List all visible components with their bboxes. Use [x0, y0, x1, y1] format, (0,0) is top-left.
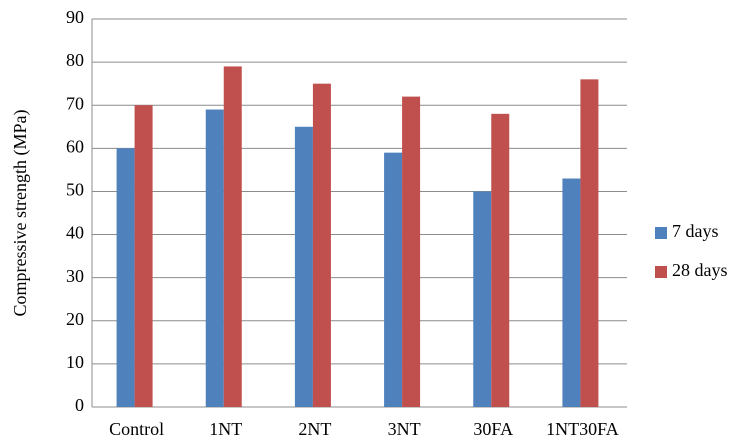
bar — [580, 79, 599, 407]
y-tick-label: 0 — [75, 395, 84, 415]
legend-swatch — [655, 266, 667, 278]
y-tick-label: 50 — [66, 180, 84, 200]
bar — [294, 126, 313, 408]
bar — [134, 105, 153, 407]
x-tick-label: 1NT30FA — [546, 419, 619, 439]
bar — [473, 191, 492, 407]
legend-label: 7 days — [672, 221, 719, 241]
y-tick-label: 60 — [66, 136, 84, 156]
y-tick-label: 20 — [66, 309, 84, 329]
x-tick-label: 2NT — [298, 419, 331, 439]
bar — [312, 83, 331, 408]
bar — [402, 96, 421, 407]
bar — [562, 178, 581, 407]
y-tick-label: 80 — [66, 50, 84, 70]
y-tick-label: 10 — [66, 352, 84, 372]
x-tick-label: 3NT — [388, 419, 421, 439]
legend-swatch — [655, 227, 667, 239]
y-tick-label: 90 — [66, 7, 84, 27]
bar — [223, 66, 242, 407]
legend-label: 28 days — [672, 260, 728, 280]
bar — [491, 113, 510, 407]
bar — [205, 109, 224, 408]
bar — [384, 152, 403, 407]
bar — [116, 148, 135, 408]
y-axis-label: Compressive strength (MPa) — [10, 110, 31, 317]
y-tick-label: 30 — [66, 266, 84, 286]
y-tick-label: 40 — [66, 223, 84, 243]
x-tick-label: 1NT — [209, 419, 242, 439]
x-tick-label: Control — [109, 419, 164, 439]
y-tick-label: 70 — [66, 93, 84, 113]
x-tick-label: 30FA — [473, 419, 513, 439]
